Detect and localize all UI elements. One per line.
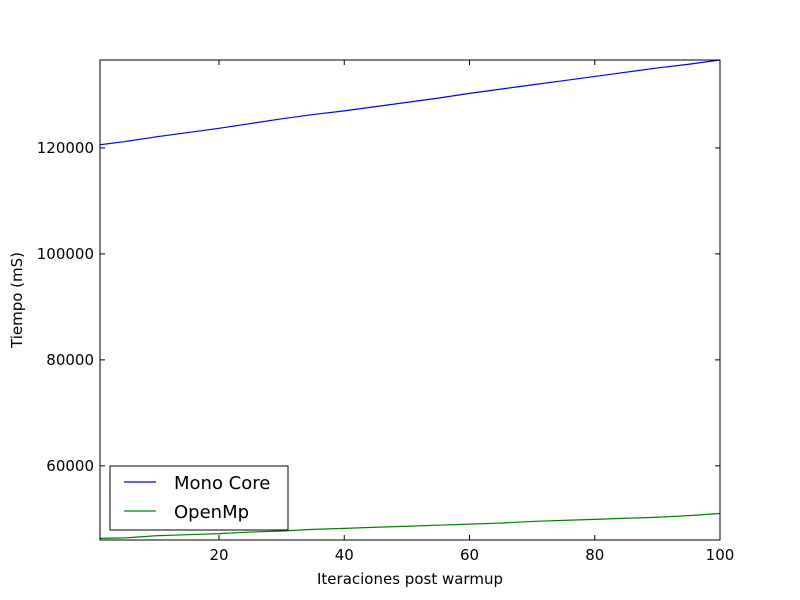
x-tick-label: 80: [585, 546, 604, 564]
plot-frame: [99, 59, 721, 541]
x-tick-label: 60: [460, 546, 479, 564]
y-tick-label: 100000: [37, 245, 94, 263]
series-line-mono-core: [99, 59, 721, 146]
y-tick-label: 60000: [46, 457, 94, 475]
series-layer: [99, 59, 721, 540]
plot-background: [100, 60, 720, 540]
legend: Mono Core OpenMp: [109, 465, 289, 531]
legend-label-openmp: OpenMp: [174, 502, 249, 523]
legend-box: [109, 465, 289, 531]
x-axis-label: Iteraciones post warmup: [317, 570, 503, 588]
x-tick-label: 100: [706, 546, 735, 564]
x-tick-label: 40: [335, 546, 354, 564]
series-line-openmp: [99, 512, 721, 540]
y-axis-label: Tiempo (mS): [8, 252, 26, 349]
x-tick-label: 20: [209, 546, 228, 564]
y-tick-label: 120000: [37, 139, 94, 157]
y-tick-label: 80000: [46, 351, 94, 369]
tick-layer: 20 40 60 80 100 60000 80000 100000 120000: [37, 60, 735, 564]
legend-label-mono-core: Mono Core: [174, 473, 270, 494]
